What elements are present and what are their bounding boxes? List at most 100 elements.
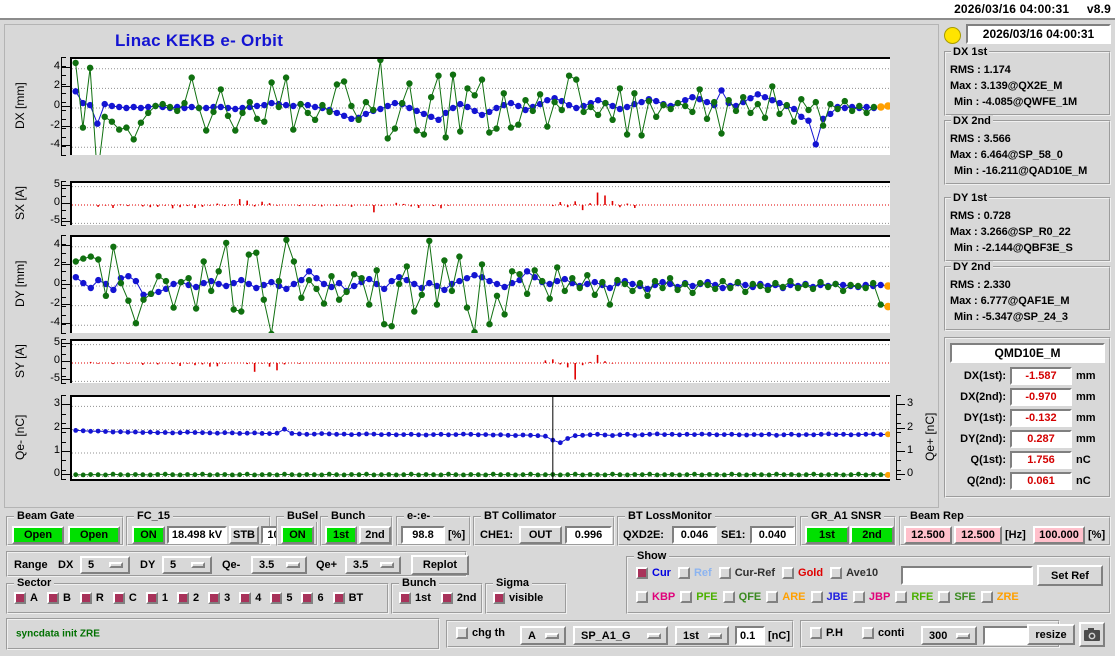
checkbox-icon[interactable] [782,567,795,579]
checkbox-icon[interactable] [332,592,345,604]
checkbox-icon[interactable] [14,592,26,604]
plot-panel-sy[interactable] [70,339,890,383]
checkbox-icon[interactable] [493,592,505,604]
checkbox-icon[interactable] [980,591,993,603]
fc15-on-button[interactable]: ON [132,526,165,544]
y-tick-mark [61,264,70,266]
gr-a1-snsr-1st-button[interactable]: 1st [805,526,849,544]
sector-checkbox-c[interactable]: C [112,592,137,604]
checkbox-icon[interactable] [301,592,314,604]
checkbox-icon[interactable] [766,591,779,603]
count-select[interactable]: 300 [921,626,977,645]
checkbox-icon[interactable] [46,592,59,604]
bt-collimator-state-button[interactable]: OUT [519,526,562,544]
checkbox-icon[interactable] [239,592,252,604]
range-qep-select[interactable]: 3.5 [345,556,401,574]
ref-name-input[interactable] [901,566,1033,585]
resize-button[interactable]: resize [1027,624,1075,645]
show-checkbox-cur[interactable]: Cur [636,567,671,579]
sector-checkbox-r[interactable]: R [79,592,104,604]
bunch-checkbox-2nd[interactable]: 2nd [440,592,476,604]
checkbox-icon[interactable] [399,592,411,604]
sector-checkbox-bt[interactable]: BT [332,592,363,604]
show-checkbox-are[interactable]: ARE [766,591,806,603]
checkbox-icon[interactable] [636,591,648,603]
show-checkbox-jbe[interactable]: JBE [810,591,848,603]
sector-checkbox-2[interactable]: 2 [176,592,199,604]
checkbox-icon[interactable] [852,591,865,603]
beam-rep-group: Beam Rep 12.500 12.500 [Hz] 100.000 [%] [899,510,1111,546]
set-ref-button[interactable]: Set Ref [1037,565,1103,586]
replot-button[interactable]: Replot [411,555,469,575]
show-checkbox-kbp[interactable]: KBP [636,591,675,603]
show-checkbox-sfe[interactable]: SFE [938,591,976,603]
checkbox-icon[interactable] [680,591,693,603]
sector-checkbox-1[interactable]: 1 [145,592,168,604]
show-checkbox-pfe[interactable]: PFE [680,591,718,603]
busel-on-button[interactable]: ON [281,526,314,544]
bunch-top-2nd-button[interactable]: 2nd [359,526,391,544]
gr-a1-snsr-2nd-button[interactable]: 2nd [850,526,894,544]
show-checkbox-qfe[interactable]: QFE [722,591,761,603]
checkbox-icon[interactable] [938,591,951,603]
fc15-stb-button[interactable]: STB [229,526,259,544]
sector-checkbox-5[interactable]: 5 [270,592,292,604]
chg-th-checkbox-row[interactable]: chg th [456,627,505,639]
sector-checkbox-4[interactable]: 4 [239,592,261,604]
checkbox-icon[interactable] [722,591,735,603]
chg-th-select[interactable]: A [520,626,566,645]
checkbox-icon[interactable] [112,592,125,604]
checkbox-label: KBP [652,591,676,603]
conti-checkbox[interactable] [862,627,874,639]
show-checkbox-gold[interactable]: Gold [782,567,823,579]
checkbox-icon[interactable] [895,591,908,603]
ph-checkbox[interactable] [810,627,822,639]
bunch-checkbox-1st[interactable]: 1st [399,592,431,604]
show-checkbox-cur-ref[interactable]: Cur-Ref [718,567,775,579]
plot-panel-dy[interactable] [70,235,890,333]
beam-gate-button-2[interactable]: Open [68,526,120,544]
checkbox-icon[interactable] [718,567,731,579]
sp-select[interactable]: SP_A1_G [573,626,668,645]
range-dy-select[interactable]: 5 [162,556,212,574]
range-dx-select[interactable]: 5 [80,556,130,574]
beam-rep-hz-unit: [Hz] [1005,529,1026,541]
checkbox-icon[interactable] [830,567,843,579]
show-checkbox-ave10[interactable]: Ave10 [830,567,878,579]
bunch-select[interactable]: 1st [675,626,729,645]
checkbox-icon[interactable] [270,592,283,604]
checkbox-icon[interactable] [176,592,189,604]
show-checkbox-jbp[interactable]: JBP [852,591,890,603]
sector-checkbox-3[interactable]: 3 [208,592,230,604]
checkbox-icon[interactable] [810,591,823,603]
checkbox-label: ARE [782,591,806,603]
checkbox-icon[interactable] [208,592,221,604]
checkbox-icon[interactable] [677,567,690,579]
plot-pane: Linac KEKB e- Orbit DX [mm] -4 -2 0 2 4 SX [A]… [4,24,939,508]
show-checkbox-ref[interactable]: Ref [677,567,712,579]
beam-gate-button-1[interactable]: Open [12,526,64,544]
threshold-input[interactable]: 0.1 [735,626,765,645]
checkbox-icon[interactable] [636,567,648,579]
checkbox-label: PFE [696,591,718,603]
show-checkbox-zre[interactable]: ZRE [980,591,1019,603]
checkbox-icon[interactable] [440,592,453,604]
sigma-checkbox-visible[interactable]: visible [493,592,543,604]
chg-th-checkbox[interactable] [456,627,468,639]
plot-panel-qe[interactable] [70,395,890,479]
camera-icon[interactable] [1079,622,1105,647]
sector-checkbox-a[interactable]: A [14,592,38,604]
ph-checkbox-row[interactable]: P.H [810,627,843,639]
checkbox-icon[interactable] [79,592,92,604]
plot-panel-sx[interactable] [70,181,890,225]
stats-dx-2nd: DX 2nd RMS : 3.566 Max : 6.464@SP_58_0 M… [944,115,1111,185]
range-qem-select[interactable]: 3.5 [251,556,307,574]
bunch-top-1st-button[interactable]: 1st [325,526,357,544]
checkbox-icon[interactable] [145,592,158,604]
conti-checkbox-row[interactable]: conti [862,627,904,639]
sector-checkbox-6[interactable]: 6 [301,592,324,604]
sector-checkbox-b[interactable]: B [46,592,71,604]
plot-panel-dx[interactable] [70,57,890,155]
titlebar-timestamp: 2026/03/16 04:00:31 v8.9 [954,2,1111,16]
show-checkbox-rfe[interactable]: RFE [895,591,933,603]
